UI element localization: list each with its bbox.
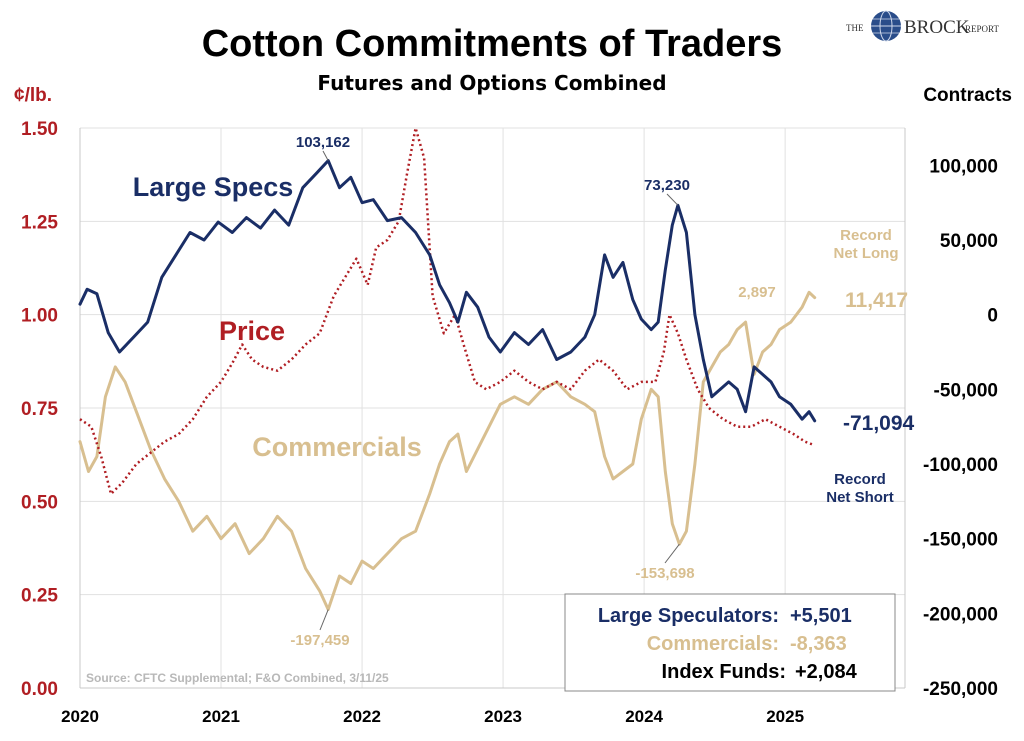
annotation-line: Record bbox=[840, 227, 892, 244]
left-tick-label: 0.00 bbox=[21, 679, 58, 700]
left-tick-label: 0.25 bbox=[21, 586, 58, 607]
legend-row-1-value: -8,363 bbox=[790, 633, 847, 655]
series-line-price bbox=[79, 126, 816, 496]
legend-row-2-value: +2,084 bbox=[795, 661, 858, 683]
logo-report-text: REPORT bbox=[965, 24, 999, 34]
axis-layer: 0.00 0.25 0.50 0.75 1.00 1.25 1.50 2020 2021 2022… bbox=[21, 119, 998, 726]
right-tick-label: 100,000 bbox=[929, 156, 998, 177]
x-tick-label: 2020 bbox=[61, 707, 99, 726]
right-tick-label: 0 bbox=[987, 306, 998, 327]
annotation-leader-line bbox=[664, 543, 680, 564]
label-layer: Large Specs Price Commercials 103,162 73,230… bbox=[133, 134, 915, 649]
right-tick-label: 50,000 bbox=[940, 231, 998, 252]
left-tick-label: 0.50 bbox=[21, 492, 58, 513]
annotation-2-897: 2,897 bbox=[738, 284, 776, 301]
annotation-71-094: -71,094 bbox=[843, 412, 915, 435]
annotation-73-230: 73,230 bbox=[644, 177, 690, 194]
logo-the-text: THE bbox=[846, 23, 864, 33]
globe-icon bbox=[871, 10, 901, 42]
annotation-record-net-short: Record Net Short bbox=[826, 471, 894, 506]
annotation-line: Net Short bbox=[826, 489, 894, 506]
left-tick-label: 1.00 bbox=[21, 306, 58, 327]
legend-row-0-value: +5,501 bbox=[790, 605, 852, 627]
annotation-153-698: -153,698 bbox=[635, 565, 694, 582]
x-tick-label: 2024 bbox=[625, 707, 663, 726]
x-tick-label: 2021 bbox=[202, 707, 240, 726]
annotation-record-net-long: Record Net Long bbox=[834, 227, 899, 262]
legend-row-1-label: Commercials: bbox=[647, 633, 779, 655]
legend-row-2-label: Index Funds: bbox=[662, 661, 786, 683]
right-tick-label: -250,000 bbox=[923, 679, 998, 700]
series-label-price: Price bbox=[219, 316, 285, 346]
annotation-leader-line bbox=[322, 150, 329, 161]
annotation-103-162: 103,162 bbox=[296, 134, 350, 151]
legend-box: Large Speculators: +5,501 Commercials: -… bbox=[564, 593, 896, 692]
right-tick-label: -100,000 bbox=[923, 455, 998, 476]
brock-report-logo: THE BROCK REPORT bbox=[846, 10, 999, 42]
right-tick-label: -50,000 bbox=[934, 380, 998, 401]
series-line-commercials bbox=[78, 290, 817, 611]
annotation-197-459: -197,459 bbox=[290, 632, 349, 649]
series-layer bbox=[78, 126, 817, 611]
chart-title: Cotton Commitments of Traders bbox=[202, 23, 783, 65]
series-label-large-specs: Large Specs bbox=[133, 172, 294, 202]
series-label-commercials: Commercials bbox=[252, 432, 422, 462]
legend-box-border bbox=[564, 593, 896, 692]
left-axis-title: ¢/lb. bbox=[14, 85, 52, 106]
annotation-leader-line bbox=[666, 193, 679, 206]
annotation-line: Net Long bbox=[834, 245, 899, 262]
chart-subtitle: Futures and Options Combined bbox=[317, 71, 666, 95]
annotation-line: Record bbox=[834, 471, 886, 488]
x-tick-label: 2023 bbox=[484, 707, 522, 726]
right-tick-label: -200,000 bbox=[923, 604, 998, 625]
right-tick-label: -150,000 bbox=[923, 530, 998, 551]
left-tick-label: 1.50 bbox=[21, 119, 58, 140]
right-axis-title: Contracts bbox=[923, 85, 1012, 106]
x-tick-label: 2022 bbox=[343, 707, 381, 726]
series-line-large-specs bbox=[78, 159, 817, 423]
source-note: Source: CFTC Supplemental; F&O Combined,… bbox=[86, 671, 389, 685]
annotation-leader-line bbox=[319, 609, 329, 631]
x-tick-label: 2025 bbox=[766, 707, 804, 726]
logo-brand-text: BROCK bbox=[904, 17, 970, 38]
annotation-11-417: 11,417 bbox=[845, 289, 908, 312]
left-tick-label: 0.75 bbox=[21, 399, 58, 420]
left-tick-label: 1.25 bbox=[21, 212, 58, 233]
legend-row-0-label: Large Speculators: bbox=[598, 605, 779, 627]
